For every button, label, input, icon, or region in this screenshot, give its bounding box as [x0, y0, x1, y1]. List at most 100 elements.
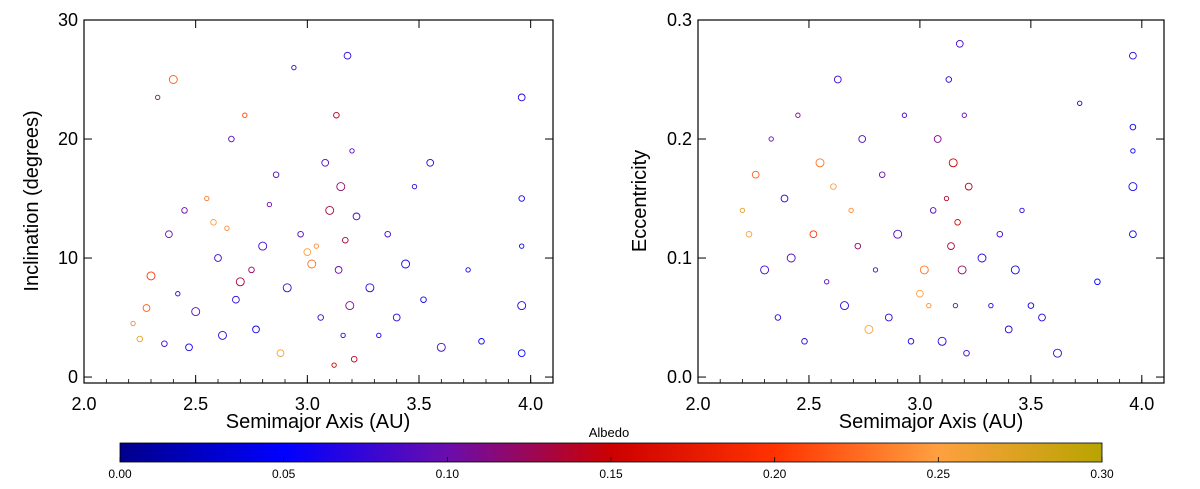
eccentricity-point	[796, 113, 800, 117]
inclination-point	[192, 308, 200, 316]
inclination-point	[350, 149, 354, 153]
inclination-point	[385, 231, 391, 237]
eccentricity-point	[946, 77, 952, 83]
eccentricity-point	[962, 113, 966, 117]
inclination-point	[205, 196, 209, 200]
eccentricity-point	[1028, 303, 1034, 309]
eccentricity-point	[944, 196, 948, 200]
inclination-point	[344, 52, 351, 59]
inclination-point	[412, 184, 416, 188]
inclination-point	[259, 242, 267, 250]
inclination-y-tick-label: 20	[58, 129, 78, 149]
inclination-point	[518, 350, 525, 357]
eccentricity-point	[894, 230, 902, 238]
inclination-point	[166, 231, 173, 238]
inclination-point	[176, 292, 180, 296]
eccentricity-y-tick-label: 0.0	[667, 367, 692, 387]
inclination-point	[427, 159, 434, 166]
eccentricity-point	[1011, 266, 1019, 274]
inclination-points	[131, 52, 526, 367]
inclination-point	[377, 333, 381, 337]
eccentricity-point	[831, 184, 837, 190]
inclination-point	[402, 260, 410, 268]
colorbar-tick-label: 0.10	[436, 467, 460, 481]
inclination-y-axis-label: Inclination (degrees)	[21, 110, 43, 291]
eccentricity-point	[1005, 326, 1012, 333]
inclination-point	[304, 249, 311, 256]
eccentricity-y-axis-label: Eccentricity	[629, 150, 651, 252]
eccentricity-point	[1020, 208, 1024, 212]
eccentricity-panel: 2.02.53.03.54.00.00.10.20.3 Semimajor Ax…	[629, 10, 1164, 433]
eccentricity-point	[879, 172, 885, 178]
inclination-point	[318, 315, 324, 321]
eccentricity-point	[948, 243, 955, 250]
eccentricity-point	[740, 208, 744, 212]
inclination-point	[334, 112, 340, 118]
inclination-point	[518, 94, 525, 101]
inclination-point	[283, 284, 291, 292]
colorbar-tick-label: 0.30	[1090, 467, 1114, 481]
eccentricity-point	[934, 136, 941, 143]
eccentricity-point	[841, 302, 849, 310]
inclination-point	[308, 260, 316, 268]
colorbar-label: Albedo	[589, 425, 629, 440]
inclination-panel: 2.02.53.03.54.00102030 Semimajor Axis (A…	[21, 10, 553, 433]
inclination-point	[322, 159, 329, 166]
inclination-point	[182, 208, 188, 214]
eccentricity-point	[802, 339, 808, 345]
eccentricity-point	[885, 314, 892, 321]
eccentricity-x-tick-label: 2.0	[685, 394, 710, 414]
colorbar-tick-label: 0.25	[927, 467, 951, 481]
eccentricity-x-tick-label: 2.5	[796, 394, 821, 414]
eccentricity-plot-frame	[698, 20, 1164, 383]
colorbar-tick-label: 0.00	[108, 467, 132, 481]
eccentricity-point	[825, 280, 829, 284]
colorbar-tick-label: 0.15	[599, 467, 623, 481]
inclination-point	[341, 333, 345, 337]
inclination-point	[298, 231, 304, 237]
inclination-point	[343, 237, 349, 243]
inclination-point	[393, 314, 400, 321]
eccentricity-point	[949, 159, 957, 167]
inclination-point	[249, 267, 255, 273]
inclination-plot-frame	[84, 20, 553, 383]
eccentricity-point	[1078, 101, 1082, 105]
eccentricity-point	[958, 266, 966, 274]
eccentricity-point	[956, 40, 963, 47]
eccentricity-point	[761, 266, 769, 274]
inclination-x-tick-label: 4.0	[518, 394, 543, 414]
eccentricity-point	[938, 337, 946, 345]
inclination-point	[519, 196, 525, 202]
eccentricity-point	[816, 159, 824, 167]
inclination-point	[351, 356, 357, 362]
eccentricity-y-tick-label: 0.2	[667, 129, 692, 149]
eccentricity-point	[964, 350, 970, 356]
colorbar-tick-label: 0.20	[763, 467, 787, 481]
albedo-colorbar: Albedo 0.000.050.100.150.200.250.30	[108, 425, 1114, 481]
eccentricity-point	[859, 136, 866, 143]
eccentricity-point	[955, 220, 961, 226]
inclination-point	[335, 267, 342, 274]
inclination-point	[337, 183, 345, 191]
inclination-point	[147, 272, 155, 280]
eccentricity-point	[1095, 279, 1101, 285]
inclination-point	[211, 220, 217, 226]
inclination-point	[156, 95, 160, 99]
eccentricity-point	[769, 137, 773, 141]
inclination-point	[233, 296, 240, 303]
eccentricity-point	[787, 254, 795, 262]
eccentricity-point	[989, 303, 993, 307]
inclination-point	[143, 305, 150, 312]
inclination-point	[215, 255, 222, 262]
eccentricity-point	[1054, 349, 1062, 357]
eccentricity-point	[917, 290, 924, 297]
eccentricity-y-tick-label: 0.1	[667, 248, 692, 268]
inclination-point	[169, 76, 177, 84]
inclination-point	[186, 344, 193, 351]
inclination-point	[518, 302, 526, 310]
eccentricity-point	[775, 315, 781, 321]
inclination-point	[236, 278, 244, 286]
inclination-ticks: 2.02.53.03.54.00102030	[58, 10, 553, 414]
inclination-y-tick-label: 0	[68, 367, 78, 387]
